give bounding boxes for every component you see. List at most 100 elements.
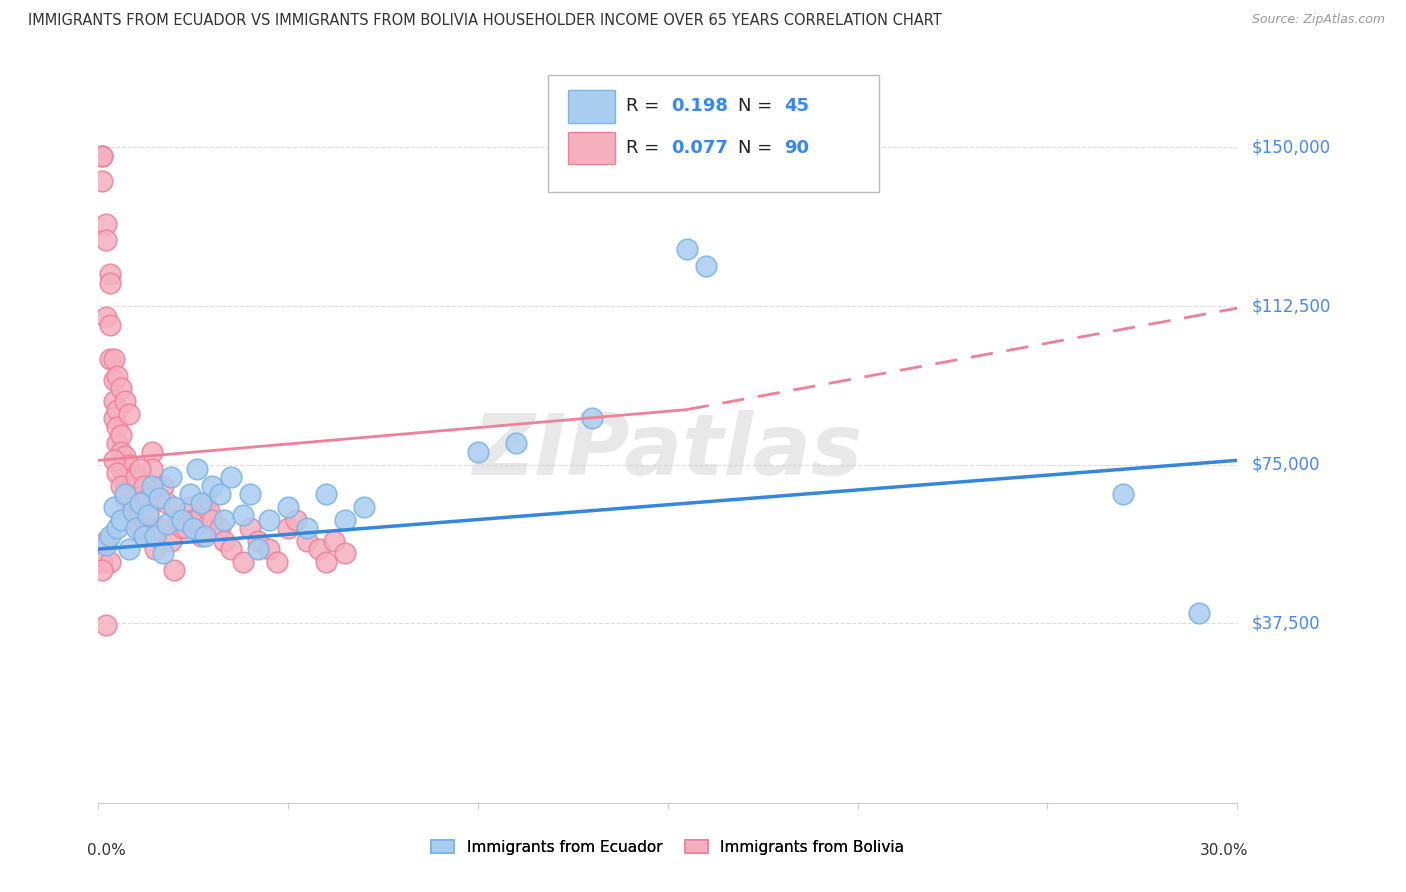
Point [197,504,219,518]
Point [148,521,170,535]
Point [103,411,125,425]
Point [190,495,212,509]
Text: $112,500: $112,500 [1251,297,1330,315]
Point [110,445,132,459]
Text: 90: 90 [785,139,808,157]
Point [353,500,375,514]
Point [103,394,125,409]
Text: Source: ZipAtlas.com: Source: ZipAtlas.com [1251,13,1385,27]
Point [114,487,136,501]
Point [107,402,129,417]
Text: 45: 45 [785,97,808,115]
Point [136,491,159,506]
Point [259,542,281,557]
Point [107,521,129,535]
Point [148,491,170,506]
Point [103,351,125,366]
Text: IMMIGRANTS FROM ECUADOR VS IMMIGRANTS FROM BOLIVIA HOUSEHOLDER INCOME OVER 65 YE: IMMIGRANTS FROM ECUADOR VS IMMIGRANTS FR… [28,13,942,29]
FancyBboxPatch shape [548,75,879,192]
Point [676,242,699,256]
Point [114,491,136,506]
FancyBboxPatch shape [568,132,616,164]
Point [246,533,269,548]
Point [98,351,121,366]
Point [190,529,212,543]
Point [259,512,281,526]
Point [163,500,186,514]
Point [132,529,155,543]
Point [118,407,141,421]
Point [125,479,148,493]
Point [170,512,193,526]
Text: ZIPatlas: ZIPatlas [472,410,863,493]
Point [132,495,155,509]
Point [308,542,330,557]
Point [94,538,117,552]
Point [186,512,208,526]
Point [156,516,179,531]
Point [98,268,121,282]
Text: 0.198: 0.198 [671,97,728,115]
Point [1112,487,1135,501]
Text: $75,000: $75,000 [1251,456,1320,474]
Point [125,521,148,535]
Point [125,470,148,484]
Text: N =: N = [738,97,779,115]
Point [335,546,357,560]
FancyBboxPatch shape [568,90,616,122]
Point [110,479,132,493]
Point [159,533,181,548]
Point [159,470,181,484]
Point [145,542,167,557]
Point [174,521,197,535]
Point [94,533,117,548]
Point [121,470,143,484]
Point [125,512,148,526]
Point [103,500,125,514]
Point [212,533,235,548]
Point [91,555,114,569]
Point [129,521,152,535]
Legend: Immigrants from Ecuador, Immigrants from Bolivia: Immigrants from Ecuador, Immigrants from… [426,834,910,861]
Point [505,436,527,450]
Point [129,500,152,514]
Point [322,533,344,548]
Point [103,373,125,387]
Point [208,487,231,501]
Point [232,508,254,523]
Point [110,462,132,476]
Point [221,542,243,557]
Point [121,504,143,518]
Point [94,618,117,632]
Point [1188,606,1211,620]
Point [107,466,129,480]
Point [232,555,254,569]
Point [246,542,269,557]
Point [315,555,337,569]
Point [132,529,155,543]
Text: $37,500: $37,500 [1251,614,1320,632]
Text: R =: R = [626,139,665,157]
Point [194,495,217,509]
Point [141,462,163,476]
Point [110,381,132,395]
Point [152,546,174,560]
Point [114,394,136,409]
Point [186,462,208,476]
Point [94,217,117,231]
Text: 0.0%: 0.0% [87,843,125,858]
Point [315,487,337,501]
Point [277,521,299,535]
Point [98,529,121,543]
Point [132,512,155,526]
Point [179,487,201,501]
Point [98,555,121,569]
Point [201,479,224,493]
Point [132,479,155,493]
Point [91,149,114,163]
Point [156,495,179,509]
Point [114,479,136,493]
Point [98,318,121,332]
Point [239,521,262,535]
Point [581,411,603,425]
